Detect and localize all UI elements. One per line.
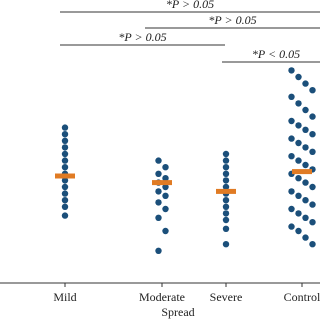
data-point	[61, 212, 69, 219]
data-point	[222, 157, 230, 164]
data-point	[162, 183, 169, 191]
data-point	[295, 139, 302, 147]
data-point	[295, 227, 302, 235]
data-point	[61, 164, 69, 171]
data-point	[302, 197, 309, 204]
median-marker	[55, 173, 75, 179]
data-point	[302, 214, 309, 221]
data-point	[61, 157, 69, 164]
data-point	[295, 122, 302, 129]
data-point	[61, 131, 69, 138]
data-point	[288, 223, 295, 230]
data-point	[222, 183, 230, 191]
data-point	[309, 131, 316, 138]
data-point	[288, 188, 295, 195]
data-point	[302, 161, 309, 169]
data-point	[309, 148, 316, 155]
p-value-label: *P > 0.05	[208, 13, 256, 27]
data-point	[295, 175, 302, 182]
data-point	[222, 225, 230, 232]
data-point	[162, 175, 169, 182]
data-point	[288, 117, 295, 125]
median-marker	[292, 169, 312, 175]
data-point	[309, 87, 316, 94]
data-point	[302, 126, 309, 133]
data-point	[162, 164, 169, 171]
data-point	[222, 203, 230, 210]
data-point	[155, 214, 162, 221]
x-tick-label: Mild	[53, 290, 76, 304]
x-tick-label: Moderate	[139, 290, 185, 304]
data-point	[155, 199, 162, 206]
data-point	[61, 150, 69, 158]
data-point	[61, 124, 69, 131]
data-point	[61, 183, 69, 191]
data-point	[155, 170, 162, 177]
data-point	[61, 144, 69, 151]
x-axis-label: Spread	[161, 305, 194, 319]
data-point	[61, 197, 69, 204]
data-point	[288, 93, 295, 101]
data-point	[288, 205, 295, 213]
data-point	[295, 192, 302, 199]
data-point	[302, 234, 309, 241]
data-point	[222, 164, 230, 171]
data-point	[61, 203, 69, 210]
data-point	[61, 177, 69, 184]
data-point	[295, 210, 302, 217]
data-point	[302, 179, 309, 186]
p-value-label: *P < 0.05	[252, 47, 300, 61]
data-point	[295, 100, 302, 107]
p-value-label: *P > 0.05	[166, 0, 214, 11]
data-point	[155, 157, 162, 164]
data-point	[61, 190, 69, 197]
data-point	[222, 216, 230, 224]
p-value-label: *P > 0.05	[118, 30, 166, 44]
data-point	[309, 219, 316, 226]
data-point	[302, 80, 309, 87]
data-point	[155, 247, 162, 254]
data-point	[222, 210, 230, 217]
data-point	[288, 135, 295, 142]
x-tick-label: Control	[284, 290, 320, 304]
data-point	[222, 241, 230, 248]
data-point	[309, 201, 316, 208]
data-point	[309, 113, 316, 120]
data-point	[288, 67, 295, 74]
median-marker	[216, 188, 236, 194]
data-point	[222, 177, 230, 184]
data-point	[222, 197, 230, 204]
x-tick-label: Severe	[210, 290, 243, 304]
data-point	[155, 188, 162, 195]
median-marker	[152, 180, 172, 186]
data-point	[309, 183, 316, 191]
data-point	[295, 157, 302, 164]
data-point	[288, 153, 295, 160]
data-point	[302, 144, 309, 151]
data-point	[222, 150, 230, 158]
data-point	[222, 170, 230, 177]
data-point	[61, 137, 69, 144]
data-point	[162, 205, 169, 213]
data-point	[302, 106, 309, 114]
data-point	[309, 241, 316, 248]
data-point	[295, 73, 302, 81]
data-point	[162, 227, 169, 235]
data-point	[162, 192, 169, 199]
